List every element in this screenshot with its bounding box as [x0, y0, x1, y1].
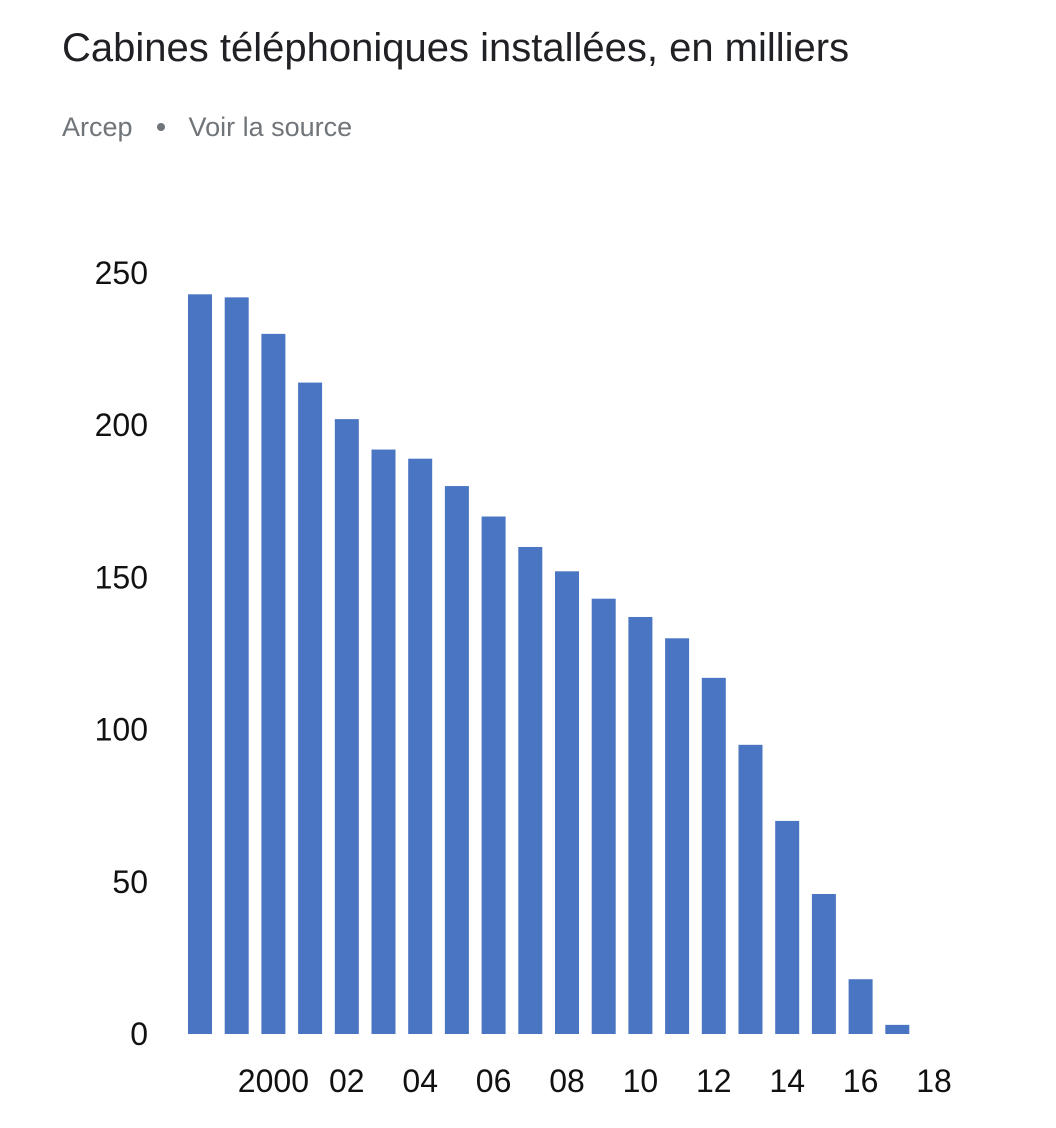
x-tick-label: 04: [402, 1063, 438, 1099]
bar-2016[interactable]: [848, 979, 873, 1034]
x-tick-label: 12: [696, 1063, 732, 1099]
x-axis: 2000 02 04 06 08 10 12 14 16 18: [238, 1063, 952, 1099]
bar-2002[interactable]: [334, 419, 359, 1034]
y-tick-label: 100: [95, 712, 148, 748]
x-tick-label: 16: [843, 1063, 879, 1099]
bar-2014[interactable]: [775, 820, 800, 1034]
bar-2012[interactable]: [701, 677, 726, 1034]
x-tick-label: 2000: [238, 1063, 309, 1099]
bar-2000[interactable]: [261, 333, 286, 1034]
bar-2006[interactable]: [481, 516, 506, 1034]
bar-2001[interactable]: [298, 382, 323, 1035]
bar-2005[interactable]: [444, 486, 469, 1035]
x-tick-label: 14: [769, 1063, 805, 1099]
x-tick-label: 08: [549, 1063, 585, 1099]
bar-2009[interactable]: [591, 598, 616, 1034]
x-tick-label: 06: [476, 1063, 512, 1099]
view-source-link[interactable]: Voir la source: [188, 112, 353, 142]
bar-2004[interactable]: [408, 458, 433, 1035]
bar-2011[interactable]: [665, 638, 690, 1034]
separator-dot-icon: [156, 122, 165, 131]
bar-2013[interactable]: [738, 744, 763, 1034]
y-tick-label: 150: [95, 559, 148, 595]
bars: [188, 294, 910, 1035]
bar-2017[interactable]: [885, 1024, 910, 1034]
bar-1998[interactable]: [188, 294, 212, 1035]
y-tick-label: 250: [95, 255, 148, 291]
chart-title: Cabines téléphoniques installées, en mil…: [62, 26, 850, 70]
x-tick-label: 18: [916, 1063, 952, 1099]
y-tick-label: 50: [112, 864, 148, 900]
bar-2007[interactable]: [518, 546, 543, 1034]
bar-2008[interactable]: [555, 571, 579, 1034]
bar-1999[interactable]: [224, 297, 249, 1034]
x-tick-label: 02: [329, 1063, 365, 1099]
y-tick-label: 200: [95, 407, 148, 443]
y-tick-label: 0: [130, 1016, 148, 1052]
x-tick-label: 10: [623, 1063, 659, 1099]
bar-2010[interactable]: [628, 616, 653, 1034]
bar-2015[interactable]: [811, 893, 836, 1034]
source-line: Arcep Voir la source: [62, 112, 352, 143]
y-axis: 0 50 100 150 200 250: [95, 255, 148, 1052]
bar-2003[interactable]: [371, 449, 396, 1034]
source-name: Arcep: [62, 112, 133, 142]
